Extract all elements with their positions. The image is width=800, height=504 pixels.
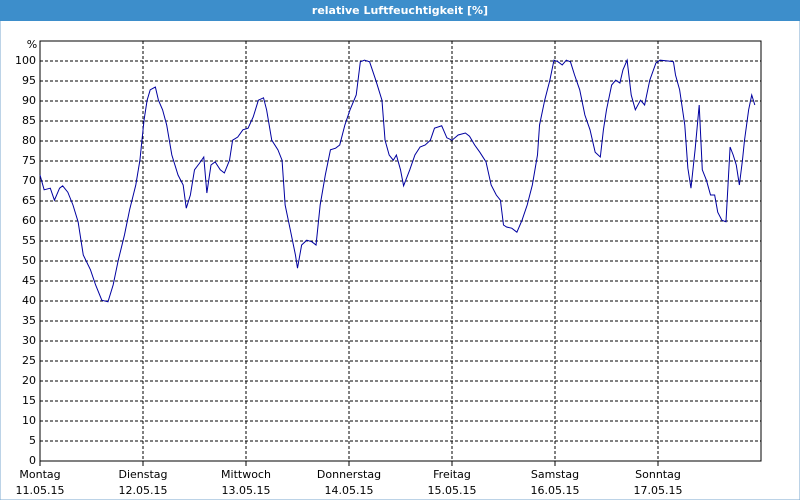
title-bar (0, 0, 800, 21)
x-tick-date: 14.05.15 (325, 484, 374, 497)
y-axis-label: % (27, 38, 37, 51)
y-tick-label: 20 (22, 374, 36, 387)
y-tick-label: 10 (22, 414, 36, 427)
x-tick-label: Dienstag (118, 468, 167, 481)
x-tick-date: 17.05.15 (634, 484, 683, 497)
x-tick-date: 11.05.15 (16, 484, 65, 497)
y-tick-label: 90 (22, 94, 36, 107)
y-tick-label: 35 (22, 314, 36, 327)
x-tick-label: Mittwoch (221, 468, 271, 481)
y-tick-label: 65 (22, 194, 36, 207)
y-tick-label: 50 (22, 254, 36, 267)
x-tick-date: 12.05.15 (119, 484, 168, 497)
chart-title: relative Luftfeuchtigkeit [%] (312, 4, 488, 17)
y-tick-label: 80 (22, 134, 36, 147)
y-tick-label: 45 (22, 274, 36, 287)
y-tick-label: 30 (22, 334, 36, 347)
y-tick-label: 85 (22, 114, 36, 127)
y-tick-label: 60 (22, 214, 36, 227)
y-tick-label: 40 (22, 294, 36, 307)
y-tick-label: 70 (22, 174, 36, 187)
x-tick-label: Freitag (433, 468, 471, 481)
y-tick-label: 100 (15, 54, 36, 67)
x-tick-label: Montag (19, 468, 60, 481)
y-tick-label: 55 (22, 234, 36, 247)
y-tick-label: 95 (22, 74, 36, 87)
x-tick-date: 15.05.15 (428, 484, 477, 497)
y-tick-label: 5 (29, 434, 36, 447)
y-tick-label: 0 (29, 454, 36, 467)
x-tick-label: Sonntag (635, 468, 681, 481)
y-tick-label: 25 (22, 354, 36, 367)
y-tick-label: 75 (22, 154, 36, 167)
data-line (39, 58, 756, 303)
x-tick-label: Donnerstag (317, 468, 381, 481)
x-tick-date: 13.05.15 (222, 484, 271, 497)
x-tick-date: 16.05.15 (531, 484, 580, 497)
x-tick-label: Samstag (531, 468, 579, 481)
y-tick-label: 15 (22, 394, 36, 407)
